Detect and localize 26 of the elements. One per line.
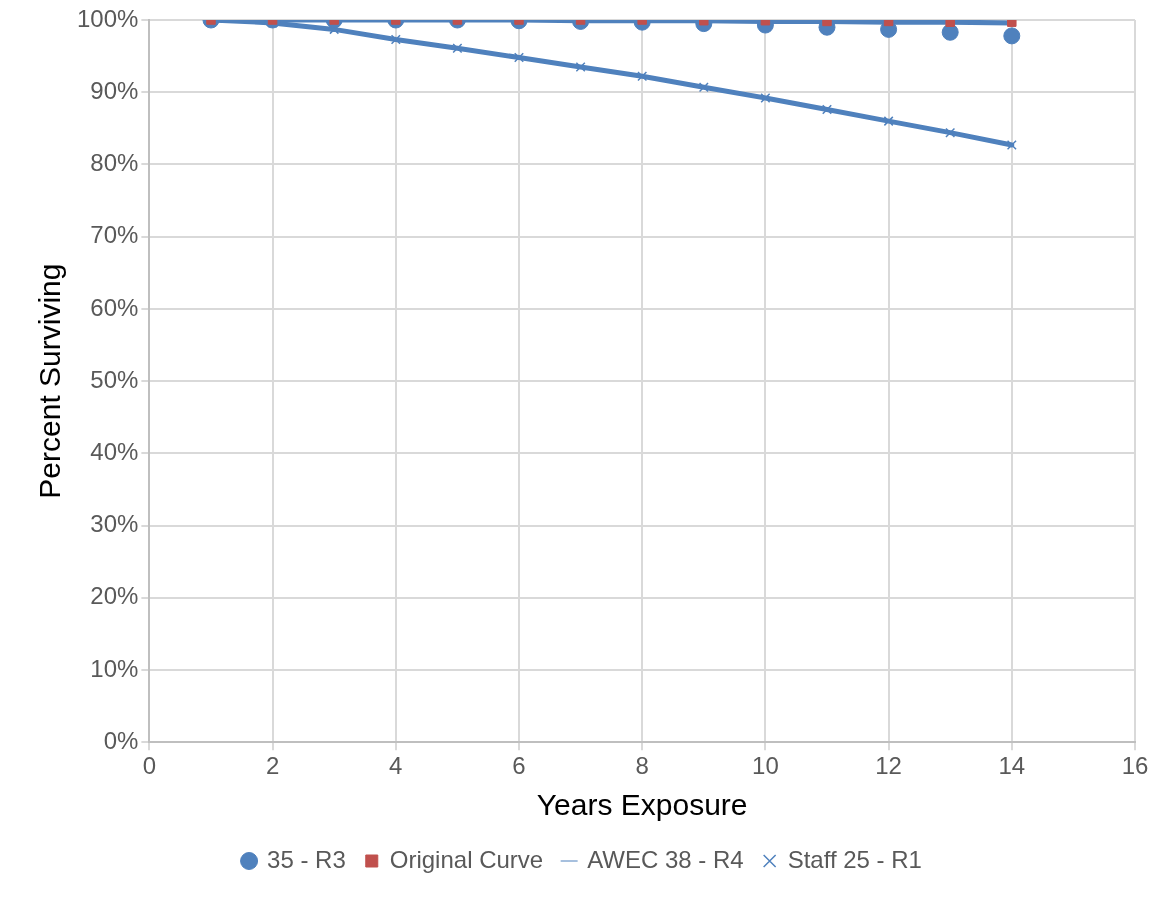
x-tick-label: 14 <box>998 752 1026 780</box>
y-tick-label: 70% <box>90 221 139 249</box>
y-axis-title: Percent Surviving <box>33 263 67 499</box>
x-tick-label: 16 <box>1121 752 1149 780</box>
legend-label: Staff 25 - R1 <box>787 845 922 873</box>
y-tick-label: 30% <box>90 510 139 538</box>
y-tick-label: 10% <box>90 654 139 682</box>
x-tick-label: 8 <box>635 752 649 780</box>
x-tick-label: 12 <box>875 752 902 780</box>
x-tick-label: 2 <box>265 752 280 780</box>
x-tick-label: 10 <box>752 752 779 780</box>
legend-label: AWEC 38 - R4 <box>587 845 744 873</box>
y-tick-label: 100% <box>76 4 139 32</box>
legend-label: 35 - R3 <box>267 845 346 873</box>
y-tick-label: 20% <box>90 582 139 610</box>
y-tick-label: 80% <box>90 149 139 177</box>
x-tick-label: 6 <box>512 752 526 780</box>
y-tick-label: 0% <box>103 726 139 754</box>
y-tick-label: 60% <box>90 293 139 321</box>
y-tick-label: 50% <box>90 365 139 393</box>
x-tick-label: 4 <box>389 752 403 780</box>
x-axis-title: Years Exposure <box>536 788 748 822</box>
y-tick-label: 90% <box>90 76 139 104</box>
x-tick-label: 0 <box>142 752 157 780</box>
y-tick-label: 40% <box>90 437 139 465</box>
legend-label: Original Curve <box>389 845 544 873</box>
